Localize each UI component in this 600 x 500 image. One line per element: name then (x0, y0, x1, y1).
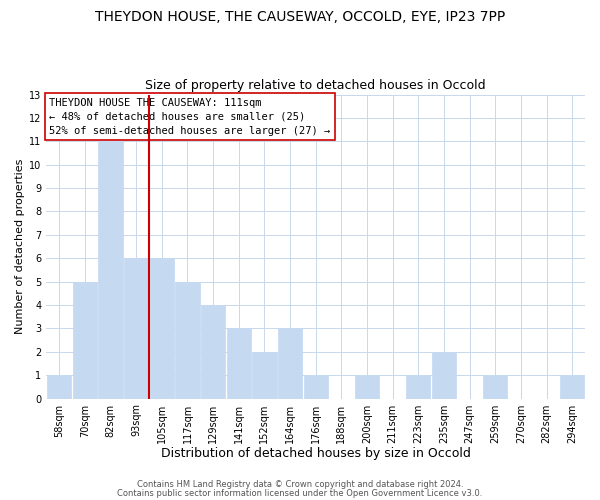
Bar (149, 258, 174, 398)
Bar (355, 375, 379, 398)
X-axis label: Distribution of detached houses by size in Occold: Distribution of detached houses by size … (161, 447, 470, 460)
Text: Contains public sector information licensed under the Open Government Licence v3: Contains public sector information licen… (118, 488, 482, 498)
Text: Contains HM Land Registry data © Crown copyright and database right 2024.: Contains HM Land Registry data © Crown c… (137, 480, 463, 489)
Bar (483, 375, 508, 398)
Title: Size of property relative to detached houses in Occold: Size of property relative to detached ho… (145, 79, 486, 92)
Bar (47, 375, 71, 398)
Bar (73, 282, 97, 399)
Bar (227, 328, 251, 398)
Bar (278, 328, 302, 398)
Text: THEYDON HOUSE THE CAUSEWAY: 111sqm
← 48% of detached houses are smaller (25)
52%: THEYDON HOUSE THE CAUSEWAY: 111sqm ← 48%… (49, 98, 331, 136)
Bar (252, 352, 277, 399)
Text: THEYDON HOUSE, THE CAUSEWAY, OCCOLD, EYE, IP23 7PP: THEYDON HOUSE, THE CAUSEWAY, OCCOLD, EYE… (95, 10, 505, 24)
Bar (175, 282, 200, 399)
Bar (406, 375, 430, 398)
Bar (304, 375, 328, 398)
Bar (432, 352, 456, 399)
Bar (560, 375, 584, 398)
Bar (98, 142, 123, 398)
Bar (124, 258, 148, 398)
Y-axis label: Number of detached properties: Number of detached properties (15, 159, 25, 334)
Bar (201, 305, 225, 398)
